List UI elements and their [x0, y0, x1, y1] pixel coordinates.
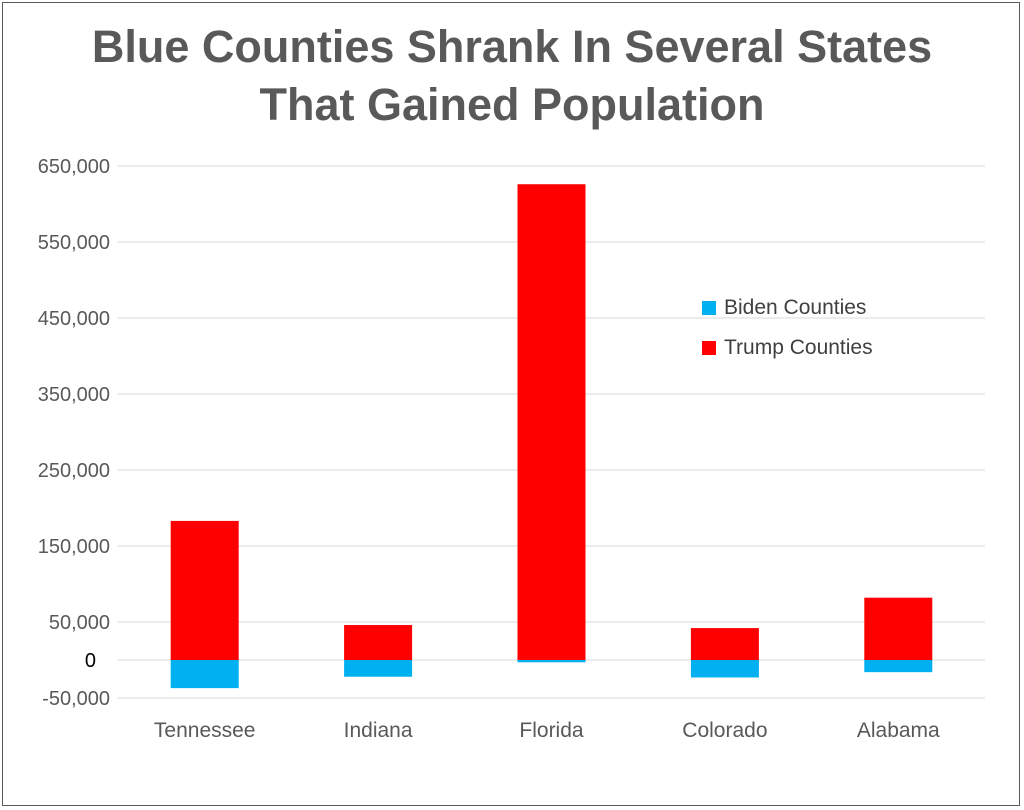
legend-item-trump: Trump Counties — [702, 328, 873, 368]
y-tick-label: -50,000 — [42, 688, 110, 710]
bar-trump — [517, 184, 586, 661]
bar-biden — [344, 660, 413, 677]
chart-title: Blue Counties Shrank In Several States T… — [0, 18, 1024, 134]
y-tick-label: 50,000 — [49, 612, 110, 634]
bar-trump — [864, 597, 933, 660]
x-tick-label: Tennessee — [154, 719, 256, 742]
legend-label-biden: Biden Counties — [724, 296, 867, 319]
x-tick-label: Alabama — [857, 719, 940, 742]
x-tick-label: Indiana — [344, 719, 413, 742]
legend: Biden Counties Trump Counties — [702, 288, 873, 368]
chart-title-line-1: Blue Counties Shrank In Several States — [91, 21, 933, 72]
bar-biden — [517, 660, 586, 663]
bar-biden — [864, 660, 933, 673]
bar-biden — [690, 660, 759, 678]
y-tick-label: 150,000 — [38, 536, 110, 558]
chart-title-line-2: That Gained Population — [259, 79, 765, 130]
y-tick-label: 550,000 — [38, 232, 110, 254]
bar-trump — [344, 625, 413, 660]
y-tick-label: 450,000 — [38, 308, 110, 330]
x-tick-label: Colorado — [682, 719, 767, 742]
y-tick-label: 350,000 — [38, 384, 110, 406]
legend-swatch-biden — [702, 301, 716, 315]
y-tick-label: 0 — [85, 650, 96, 672]
y-tick-label: 250,000 — [38, 460, 110, 482]
bar-trump — [690, 628, 759, 660]
bar-biden — [170, 660, 239, 689]
bar-trump — [170, 520, 239, 660]
legend-swatch-trump — [702, 341, 716, 355]
legend-label-trump: Trump Counties — [724, 336, 873, 359]
legend-item-biden: Biden Counties — [702, 288, 873, 328]
y-tick-label: 650,000 — [38, 156, 110, 178]
x-tick-label: Florida — [519, 719, 584, 742]
